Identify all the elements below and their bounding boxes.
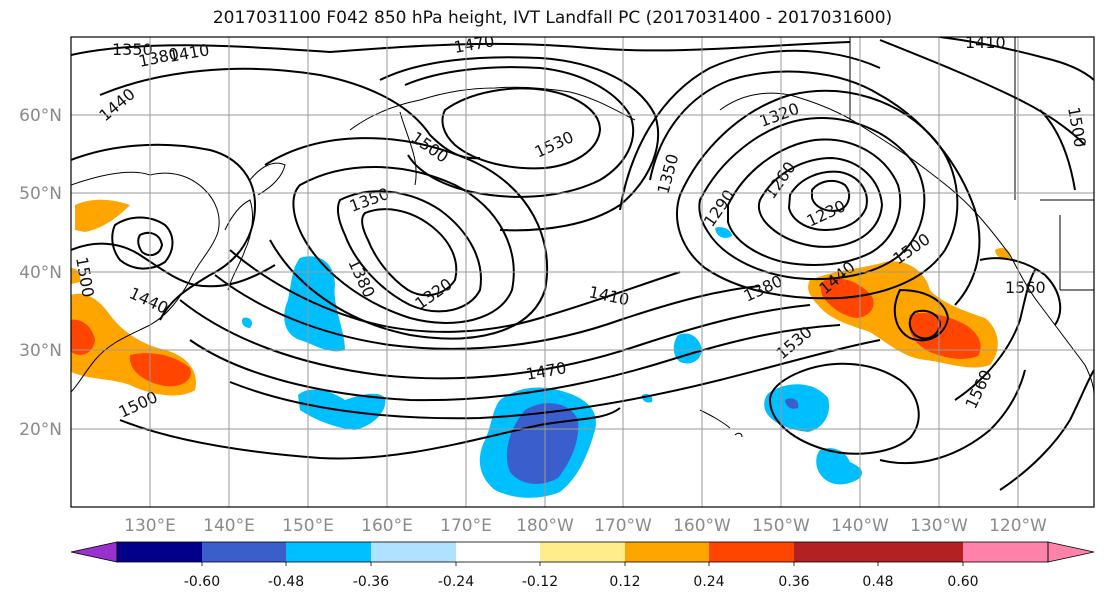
colorbar-tick-label: 0.60 <box>947 574 978 590</box>
lon-label: 140°E <box>203 516 255 536</box>
colorbar-tick-label: -0.36 <box>353 574 389 590</box>
lon-label: 120°W <box>989 516 1047 536</box>
lat-label: 20°N <box>19 420 62 440</box>
colorbar: -0.60 -0.48 -0.36 -0.24 -0.12 0.12 0.24 … <box>70 541 1095 590</box>
map-frame <box>70 36 1095 508</box>
contour-label: 1350 <box>112 40 153 59</box>
colorbar-segment <box>878 542 963 562</box>
colorbar-segment <box>709 542 794 562</box>
colorbar-tick-label: 0.48 <box>862 574 893 590</box>
lat-label: 30°N <box>19 341 62 361</box>
lon-label: 160°E <box>361 516 413 536</box>
colorbar-segment <box>540 542 625 562</box>
lon-label: 130°E <box>124 516 176 536</box>
colorbar-segment <box>117 542 202 562</box>
colorbar-segment <box>202 542 286 562</box>
lon-label: 140°W <box>831 516 889 536</box>
colorbar-ticks: -0.60 -0.48 -0.36 -0.24 -0.12 0.12 0.24 … <box>184 562 979 590</box>
lon-label: 170°E <box>440 516 492 536</box>
map-title: 2017031100 F042 850 hPa height, IVT Land… <box>212 8 893 28</box>
graticule <box>71 37 1094 507</box>
lon-label: 150°W <box>752 516 810 536</box>
colorbar-tick-label: -0.24 <box>438 574 474 590</box>
colorbar-tick-label: -0.60 <box>184 574 220 590</box>
colorbar-segment <box>371 542 456 562</box>
lon-label: 150°E <box>282 516 334 536</box>
lat-label: 50°N <box>19 184 62 204</box>
colorbar-tick-label: 0.36 <box>778 574 809 590</box>
colorbar-tick-label: 0.24 <box>693 574 724 590</box>
lat-label: 40°N <box>19 263 62 283</box>
lon-label: 180°W <box>516 516 574 536</box>
lon-label: 170°W <box>594 516 652 536</box>
colorbar-tick-label: -0.48 <box>268 574 304 590</box>
colorbar-tick-label: -0.12 <box>522 574 558 590</box>
colorbar-extend-max <box>963 542 1094 562</box>
colorbar-tick-label: 0.12 <box>609 574 640 590</box>
contour-label: 1410 <box>965 33 1006 52</box>
contour-label: 1560 <box>1005 278 1046 297</box>
colorbar-extend-min <box>70 541 118 563</box>
colorbar-segment <box>456 542 540 562</box>
lon-label: 130°W <box>910 516 968 536</box>
lon-label: 160°W <box>673 516 731 536</box>
colorbar-segment <box>625 542 709 562</box>
longitude-labels: 130°E 140°E 150°E 160°E 170°E 180°W 170°… <box>124 516 1047 536</box>
colorbar-segment <box>286 542 371 562</box>
colorbar-segment <box>794 542 878 562</box>
latitude-labels: 60°N 50°N 40°N 30°N 20°N <box>19 106 62 440</box>
lat-label: 60°N <box>19 106 62 126</box>
